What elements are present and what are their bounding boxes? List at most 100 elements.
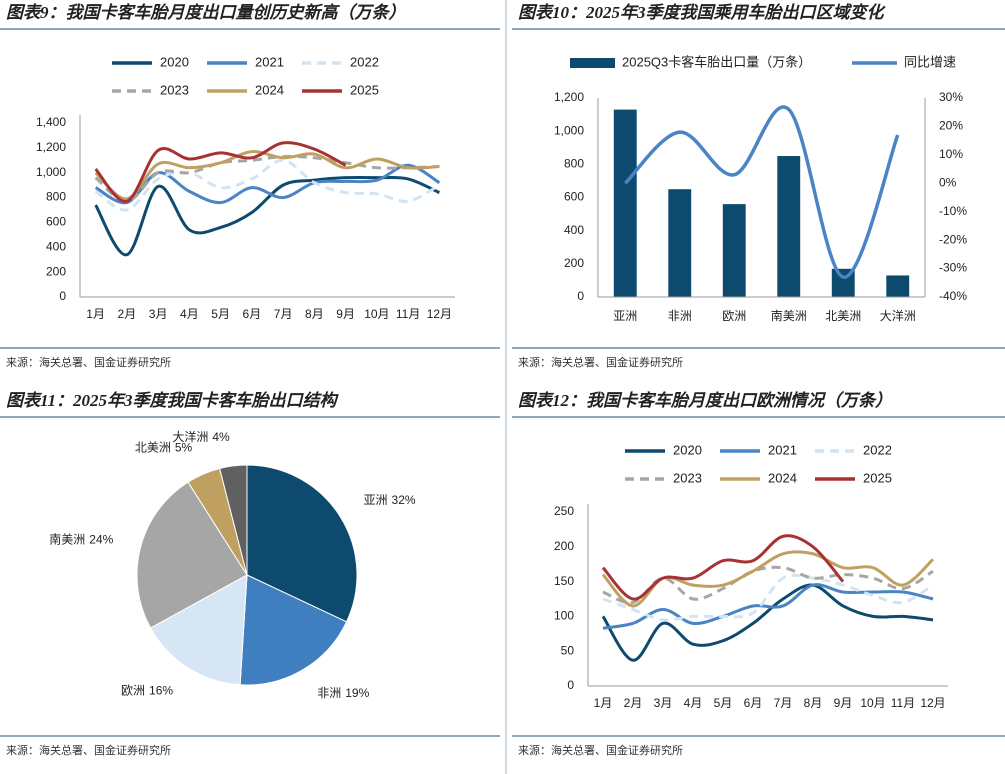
pie-slice [246,464,358,623]
y-tick-label: 800 [564,157,584,171]
pie-slice [239,574,348,686]
legend-label: 2022 [350,54,379,69]
y-tick-label: 1,400 [36,115,66,129]
legend-label: 2025 [350,82,379,97]
series-line [94,154,440,203]
series-line [623,105,900,279]
y-tick-label: 20% [939,119,963,133]
x-tick-label: 11月 [891,696,915,710]
x-tick-label: 6月 [243,307,262,321]
legend-label: 2023 [160,82,189,97]
legend-label: 2021 [768,442,797,457]
x-tick-label: 8月 [305,307,324,321]
series-line [602,583,934,630]
source: 来源：海关总署、国金证券研究所 [518,355,683,369]
slice-category: 非洲 [317,686,341,700]
y-tick-label: -20% [939,232,967,246]
x-tick-label: 3月 [654,696,673,710]
slice-label: 南美洲 24% [49,532,113,547]
y-tick-label: 1,200 [36,140,66,154]
slice-label: 欧洲 16% [121,684,173,698]
x-tick-label: 10月 [860,696,885,710]
legend-label: 2020 [673,442,702,457]
y-tick-label: -10% [939,204,967,218]
series-line [94,150,440,201]
legend-swatch [570,58,615,68]
y-tick-label: 250 [554,504,574,518]
y-tick-label: 400 [46,239,66,253]
bar [668,189,692,297]
source: 来源：海关总署、国金证券研究所 [6,743,171,757]
slice-category: 大洋洲 [172,429,208,444]
slice-value: 24% [89,533,113,547]
legend-label: 2024 [768,470,797,485]
bar [886,275,910,297]
series-line [601,583,934,662]
bar [613,109,637,297]
y-tick-label: 400 [564,223,584,237]
x-tick-label: 1月 [86,307,105,321]
x-tick-label: 北美洲 [825,309,861,323]
y-tick-label: 0 [577,289,584,303]
panel-title: 图表12：我国卡客车胎月度出口欧洲情况（万条） [518,391,892,410]
x-tick-label: 南美洲 [771,308,807,323]
x-tick-label: 2月 [624,696,643,710]
legend-label: 2023 [673,470,702,485]
source: 来源：海关总署、国金证券研究所 [6,355,171,369]
x-tick-label: 3月 [149,307,168,321]
slice-value: 19% [345,686,369,700]
slice-category: 北美洲 [135,441,171,455]
bar [722,204,746,297]
x-tick-label: 5月 [211,307,230,321]
y-tick-label: 600 [564,190,584,204]
y-tick-label: -30% [939,261,967,275]
y-tick-label: 30% [939,90,963,104]
y-tick-label: 1,000 [36,165,66,179]
series-line [94,158,441,212]
y-tick-label: 50 [561,643,575,657]
y-tick-label: 100 [554,609,574,623]
x-tick-label: 9月 [336,307,355,321]
x-tick-label: 7月 [274,307,293,321]
x-tick-label: 8月 [804,696,823,710]
y-tick-label: 800 [46,190,66,204]
y-tick-label: 1,000 [554,123,584,137]
slice-label: 北美洲 5% [135,441,193,455]
pie-slice [219,464,248,576]
legend-label: 2025Q3卡客车胎出口量（万条） [622,54,811,69]
x-tick-label: 12月 [920,696,945,710]
x-tick-label: 大洋洲 [880,308,916,323]
slice-label: 大洋洲 4% [172,429,230,444]
slice-value: 5% [175,441,193,455]
x-tick-label: 10月 [364,307,389,321]
legend-label: 2025 [863,470,892,485]
legend-label: 2022 [863,442,892,457]
series-line [602,573,934,622]
y-tick-label: 0 [59,289,66,303]
y-tick-label: 0 [567,678,574,692]
slice-category: 南美洲 [49,532,85,547]
x-tick-label: 5月 [714,696,733,710]
legend-label: 2020 [160,54,189,69]
y-tick-label: 0% [939,175,957,189]
pie-slice [136,481,248,629]
slice-value: 16% [149,684,173,698]
x-tick-label: 4月 [180,307,199,321]
pie-slice [149,574,248,686]
legend-label: 2021 [255,54,284,69]
x-tick-label: 9月 [834,696,853,710]
y-tick-label: 200 [564,256,584,270]
x-tick-label: 12月 [427,307,452,321]
y-tick-label: 200 [46,264,66,278]
y-tick-label: -40% [939,289,967,303]
legend-label: 同比增速 [904,54,956,69]
series-line [601,534,845,601]
x-tick-label: 1月 [594,696,613,710]
x-tick-label: 4月 [684,696,703,710]
x-tick-label: 6月 [744,696,763,710]
y-tick-label: 1,200 [554,90,584,104]
slice-value: 32% [392,493,416,507]
y-tick-label: 600 [46,215,66,229]
slice-label: 非洲 19% [317,686,369,700]
